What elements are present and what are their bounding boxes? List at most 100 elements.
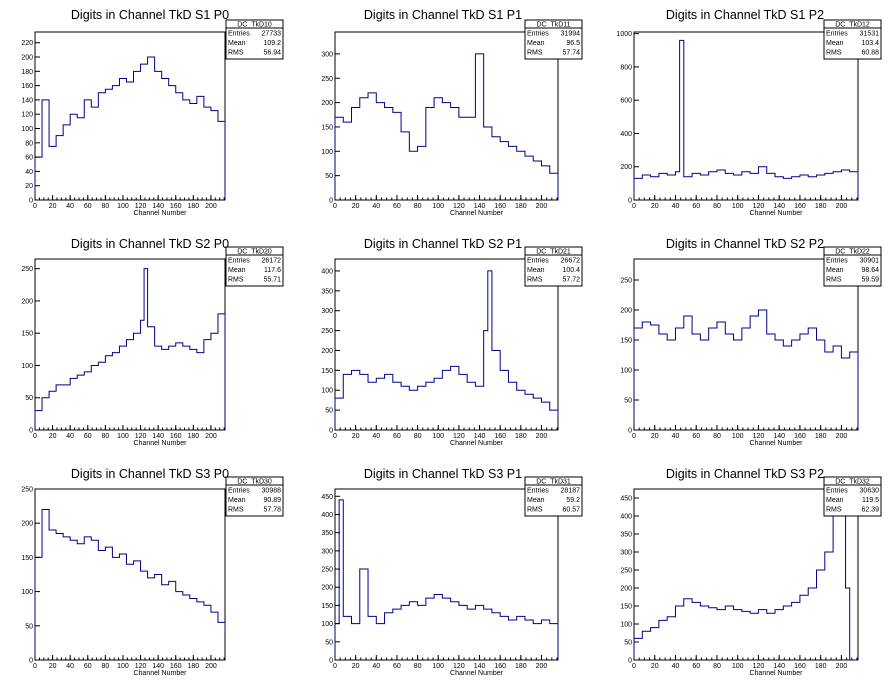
stats-name: DC_TkD31	[536, 479, 571, 486]
y-tick-label: 50	[325, 408, 333, 415]
stats-box: DC_TkD10 Entries 27733 Mean 109.2 RMS 56.94	[225, 19, 284, 60]
x-tick-label: 80	[713, 433, 721, 440]
y-tick-label: 250	[321, 567, 333, 574]
histogram-line	[334, 53, 559, 200]
x-tick-label: 80	[414, 203, 422, 210]
y-tick-label: 100	[321, 621, 333, 628]
stats-value: 119.5	[862, 497, 879, 504]
plot-frame	[633, 488, 859, 661]
x-tick-label: 20	[352, 433, 360, 440]
x-tick-label: 20	[651, 433, 659, 440]
histogram-line	[34, 56, 226, 200]
stats-value: 62.39	[861, 507, 879, 514]
histogram-line	[633, 309, 859, 430]
x-tick-label: 180	[515, 203, 527, 210]
x-tick-label: 200	[836, 663, 848, 670]
stats-value: 90.89	[263, 497, 281, 504]
x-tick-label: 100	[117, 433, 129, 440]
y-tick-label: 50	[624, 640, 632, 647]
y-tick-label: 800	[620, 64, 632, 71]
x-tick-label: 200	[836, 433, 848, 440]
y-tick-label: 450	[321, 494, 333, 501]
x-tick-label: 140	[773, 433, 785, 440]
stats-value: 57.78	[263, 507, 281, 514]
y-tick-label: 250	[620, 278, 632, 285]
y-tick-label: 350	[620, 532, 632, 539]
x-tick-label: 40	[66, 663, 74, 670]
stats-value: 59.59	[861, 277, 879, 284]
y-tick-label: 50	[25, 395, 33, 402]
y-tick-label: 60	[25, 155, 33, 162]
y-tick-label: 0	[29, 658, 33, 665]
stats-key: Entries	[527, 258, 549, 265]
plot-frame	[334, 31, 559, 201]
stats-key: Entries	[826, 31, 848, 38]
x-tick-label: 20	[49, 433, 57, 440]
x-axis-label: Channel Number	[450, 670, 504, 677]
chart-title: Digits in Channel TkD S2 P2	[666, 237, 824, 251]
x-tick-label: 40	[372, 433, 380, 440]
stats-key: Entries	[826, 488, 848, 495]
stats-key: RMS	[826, 50, 842, 57]
x-tick-label: 140	[474, 663, 486, 670]
x-tick-label: 60	[692, 433, 700, 440]
histogram-panel: Digits in Channel TkD S3 P2 0 20 40 60 80 100 1…	[620, 467, 882, 677]
x-tick-label: 0	[33, 663, 37, 670]
stats-name: DC_TkD30	[237, 479, 272, 486]
plot-frame	[633, 31, 859, 201]
y-tick-label: 350	[321, 288, 333, 295]
stats-name: DC_TkD10	[237, 22, 272, 29]
histogram-panel: Digits in Channel TkD S2 P0 0 20 40 60 80 100 1…	[21, 237, 284, 447]
y-tick-label: 50	[624, 398, 632, 405]
chart-title: Digits in Channel TkD S2 P1	[364, 237, 522, 251]
histogram-panel: Digits in Channel TkD S3 P0 0 20 40 60 80 100 1…	[21, 467, 284, 677]
histogram-line	[334, 270, 559, 430]
y-tick-label: 100	[620, 622, 632, 629]
stats-key: Entries	[527, 31, 549, 38]
x-tick-label: 40	[66, 203, 74, 210]
x-tick-label: 0	[333, 203, 337, 210]
x-tick-label: 100	[432, 203, 444, 210]
x-tick-label: 120	[135, 203, 147, 210]
y-tick-label: 80	[25, 140, 33, 147]
stats-key: Entries	[228, 31, 250, 38]
y-tick-label: 150	[321, 124, 333, 131]
stats-key: RMS	[527, 277, 543, 284]
x-axis-label: Channel Number	[450, 440, 504, 447]
y-tick-label: 150	[21, 555, 33, 562]
x-tick-label: 100	[732, 663, 744, 670]
stats-key: Mean	[527, 497, 545, 504]
x-tick-label: 60	[84, 663, 92, 670]
stats-key: Entries	[826, 258, 848, 265]
histogram-line	[633, 493, 858, 661]
x-tick-label: 20	[49, 663, 57, 670]
stats-value: 30630	[860, 488, 880, 495]
x-tick-label: 0	[333, 663, 337, 670]
plot-frame	[334, 488, 559, 661]
stats-box: DC_TkD12 Entries 31531 Mean 103.4 RMS 60.88	[823, 19, 882, 60]
x-tick-label: 0	[33, 203, 37, 210]
x-tick-label: 160	[794, 663, 806, 670]
histogram-panel: Digits in Channel TkD S1 P2 0 20 40 60 80 100 1…	[616, 8, 882, 217]
stats-frame	[823, 476, 882, 517]
x-tick-label: 120	[753, 433, 765, 440]
y-tick-label: 200	[21, 298, 33, 305]
x-tick-label: 20	[352, 663, 360, 670]
y-tick-label: 100	[321, 149, 333, 156]
stats-name: DC_TkD11	[536, 22, 570, 29]
chart-title: Digits in Channel TkD S3 P1	[364, 467, 522, 481]
x-tick-label: 80	[414, 433, 422, 440]
chart-title: Digits in Channel TkD S1 P2	[666, 8, 824, 22]
y-tick-label: 50	[325, 173, 333, 180]
x-tick-label: 120	[453, 663, 465, 670]
x-axis-label: Channel Number	[750, 670, 804, 677]
x-axis-label: Channel Number	[134, 670, 188, 677]
y-tick-label: 300	[321, 308, 333, 315]
x-tick-label: 160	[794, 433, 806, 440]
x-tick-label: 200	[536, 433, 548, 440]
x-tick-label: 160	[494, 203, 506, 210]
histogram-line	[633, 39, 859, 200]
stats-value: 56.94	[263, 50, 281, 57]
x-tick-label: 160	[494, 433, 506, 440]
y-tick-label: 400	[620, 131, 632, 138]
